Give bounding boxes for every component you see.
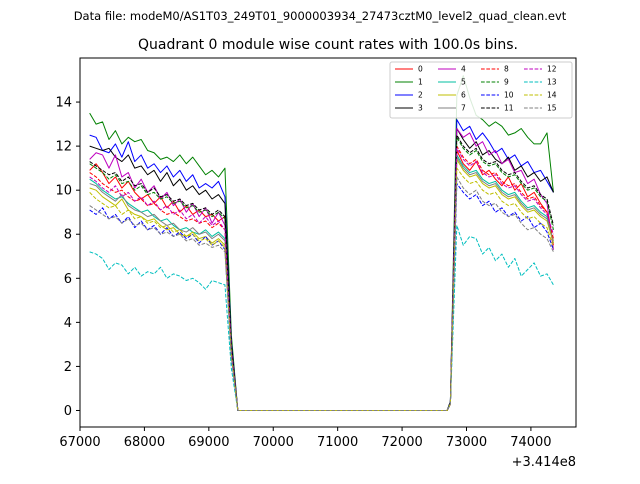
legend-label-3: 3 xyxy=(418,104,423,113)
legend-label-2: 2 xyxy=(418,91,423,100)
series-line-4 xyxy=(89,128,554,411)
x-offset-label: +3.414e8 xyxy=(512,455,576,470)
legend-label-5: 5 xyxy=(461,78,466,87)
x-axis: 67000 68000 69000 70000 71000 72000 73000 74000 xyxy=(59,427,552,450)
legend-label-9: 9 xyxy=(504,78,509,87)
chart-title: Quadrant 0 module wise count rates with … xyxy=(138,37,518,53)
y-tick-label: 6 xyxy=(64,272,72,287)
y-tick-label: 12 xyxy=(55,140,72,155)
x-tick-label: 72000 xyxy=(381,435,422,450)
legend-box xyxy=(389,61,573,119)
legend-label-15: 15 xyxy=(547,104,557,113)
y-axis: 0 2 4 6 8 10 12 14 xyxy=(55,96,80,419)
series-line-12 xyxy=(89,147,554,411)
series-line-10 xyxy=(89,183,554,411)
x-tick-label: 69000 xyxy=(188,435,229,450)
x-tick-label: 74000 xyxy=(510,435,551,450)
x-tick-label: 70000 xyxy=(253,435,294,450)
legend-label-1: 1 xyxy=(418,78,423,87)
x-tick-label: 71000 xyxy=(317,435,358,450)
y-tick-label: 10 xyxy=(55,184,72,199)
legend-label-14: 14 xyxy=(547,91,557,100)
legend-label-10: 10 xyxy=(504,91,514,100)
series-line-11 xyxy=(89,134,554,411)
legend-label-8: 8 xyxy=(504,65,509,74)
legend-label-11: 11 xyxy=(504,104,514,113)
y-tick-label: 0 xyxy=(64,404,72,419)
series-line-3 xyxy=(89,128,554,411)
legend-label-7: 7 xyxy=(461,104,466,113)
y-tick-label: 4 xyxy=(64,316,72,331)
y-tick-label: 14 xyxy=(55,96,72,111)
series-line-15 xyxy=(89,176,554,411)
series-line-14 xyxy=(89,167,554,411)
series-line-5 xyxy=(89,154,554,411)
legend-label-4: 4 xyxy=(461,65,466,74)
legend-label-13: 13 xyxy=(547,78,557,87)
series-layer xyxy=(89,75,554,411)
y-tick-label: 2 xyxy=(64,360,72,375)
legend-label-12: 12 xyxy=(547,65,557,74)
series-line-1 xyxy=(89,75,554,411)
x-tick-label: 67000 xyxy=(59,435,100,450)
suptitle: Data file: modeM0/AS1T03_249T01_90000039… xyxy=(74,9,567,23)
y-tick-label: 8 xyxy=(64,228,72,243)
x-tick-label: 73000 xyxy=(446,435,487,450)
plot-frame xyxy=(79,57,577,428)
legend-label-6: 6 xyxy=(461,91,466,100)
series-line-7 xyxy=(89,156,554,411)
legend-label-0: 0 xyxy=(418,65,423,74)
series-line-9 xyxy=(89,136,554,411)
series-line-6 xyxy=(89,158,554,411)
x-tick-label: 68000 xyxy=(124,435,165,450)
series-line-13 xyxy=(89,224,554,411)
